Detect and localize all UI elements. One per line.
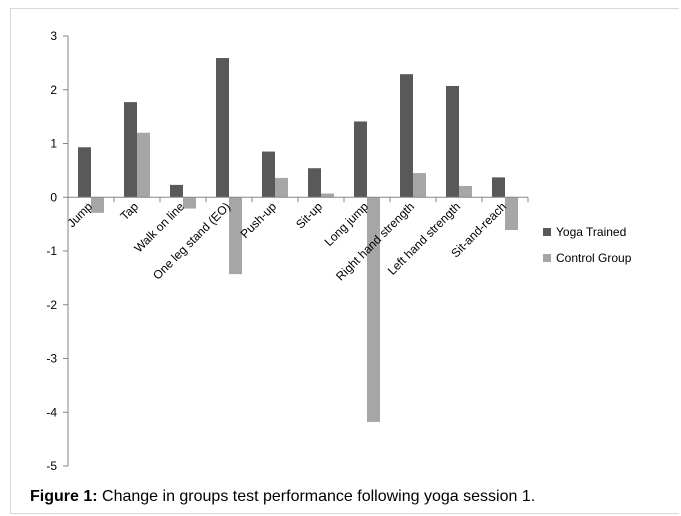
- y-tick-label: -2: [46, 298, 57, 312]
- bar-yoga-trained: [216, 58, 229, 198]
- x-category-label: Sit-up: [293, 199, 325, 231]
- y-tick-label: 2: [50, 83, 57, 97]
- y-tick-label: 3: [50, 29, 57, 43]
- x-category-label: Tap: [118, 199, 142, 223]
- bar-control-group: [321, 193, 334, 198]
- y-tick-label: 1: [50, 137, 57, 151]
- legend-label: Yoga Trained: [556, 225, 626, 239]
- bar-control-group: [183, 197, 196, 209]
- bar-control-group: [459, 185, 472, 198]
- bar-control-group: [91, 197, 104, 213]
- y-tick-label: -1: [46, 244, 57, 258]
- x-category-label: Jump: [64, 199, 95, 230]
- bar-yoga-trained: [308, 168, 321, 198]
- y-tick-label: -4: [46, 405, 57, 419]
- bar-yoga-trained: [400, 74, 413, 198]
- bar-yoga-trained: [78, 147, 91, 198]
- bar-control-group: [367, 197, 380, 422]
- bar-yoga-trained: [262, 151, 275, 198]
- y-tick-label: 0: [50, 190, 57, 204]
- legend-swatch: [543, 228, 551, 236]
- x-category-label: Push-up: [238, 199, 280, 241]
- bar-yoga-trained: [446, 85, 459, 198]
- bar-yoga-trained: [492, 177, 505, 198]
- figure-frame: [10, 8, 679, 514]
- caption-label: Figure 1:: [30, 488, 98, 505]
- bar-control-group: [229, 197, 242, 275]
- figure-caption: Figure 1: Change in groups test performa…: [30, 488, 670, 506]
- bar-control-group: [505, 197, 518, 231]
- bar-yoga-trained: [354, 121, 367, 198]
- x-category-label: One leg stand (EO): [150, 199, 233, 282]
- bar-yoga-trained: [124, 102, 137, 198]
- legend-swatch: [543, 254, 551, 262]
- bar-control-group: [137, 132, 150, 198]
- y-tick-label: -3: [46, 352, 57, 366]
- bar-control-group: [413, 173, 426, 198]
- y-tick-label: -5: [46, 459, 57, 473]
- caption-text: Change in groups test performance follow…: [102, 488, 536, 505]
- bar-control-group: [275, 177, 288, 198]
- bar-yoga-trained: [170, 184, 183, 198]
- legend-label: Control Group: [556, 251, 632, 265]
